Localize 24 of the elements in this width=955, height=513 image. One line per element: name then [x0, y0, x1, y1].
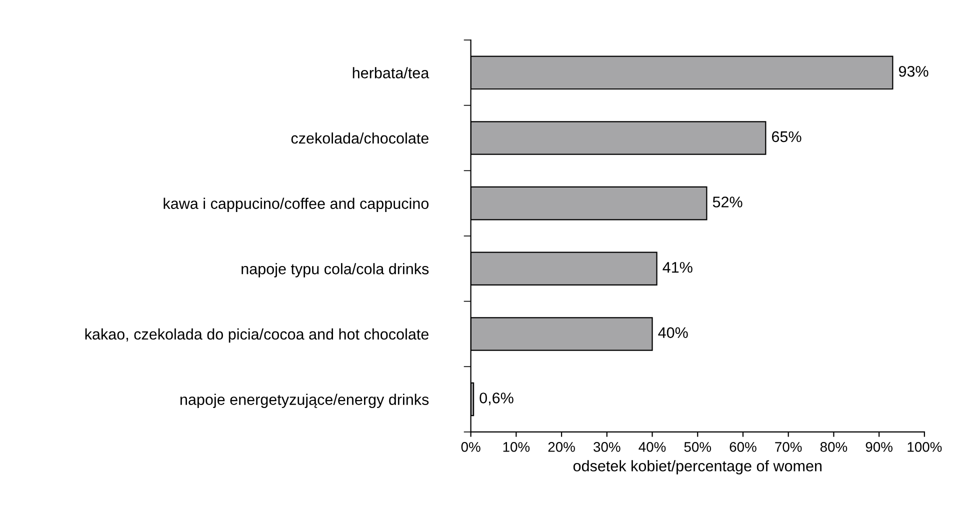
x-tick-label: 10% — [503, 442, 530, 452]
x-tick-label: 20% — [548, 442, 575, 452]
data-label: 40% — [658, 327, 688, 338]
y-tick-label: kakao, czekolada do picia/cocoa and hot chocolate — [85, 328, 428, 343]
x-tick-label: 80% — [820, 442, 848, 452]
y-tick-label: herbata/tea — [352, 67, 430, 78]
x-tick-label: 90% — [866, 442, 892, 452]
x-tick-label: 100% — [908, 442, 942, 452]
x-tick-label: 50% — [684, 442, 712, 452]
x-axis-title: odsetek kobiet/percentage of women — [573, 460, 822, 474]
data-label: 52% — [712, 196, 742, 208]
data-label: 65% — [772, 131, 802, 142]
y-tick-label: kawa i cappucino/coffee and cappucino — [164, 198, 429, 212]
data-label: 41% — [662, 262, 692, 273]
data-label: 0,6% — [480, 392, 514, 406]
y-tick-label: napoje energetyzujące/energy drinks — [180, 394, 429, 408]
y-tick-label: czekolada/chocolate — [291, 132, 428, 144]
x-tick-label: 30% — [594, 442, 620, 452]
y-tick-label: napoje typu cola/cola drinks — [242, 263, 429, 278]
x-tick-label: 70% — [775, 442, 802, 452]
data-label: 93% — [898, 66, 928, 77]
x-tick-label: 0% — [461, 442, 480, 452]
x-tick-label: 60% — [730, 442, 756, 452]
x-tick-label: 40% — [638, 442, 666, 452]
